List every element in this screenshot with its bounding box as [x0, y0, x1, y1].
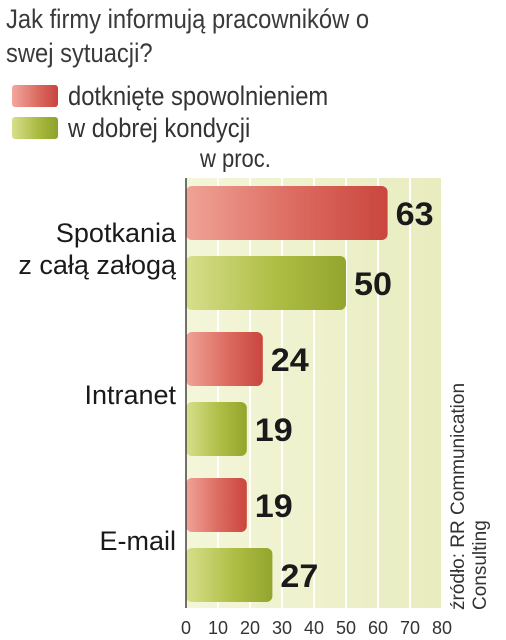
bar-value-label: 19: [255, 412, 293, 448]
bars: [186, 186, 388, 602]
legend-item-good-condition: w dobrej kondycji: [12, 112, 275, 143]
legend-label-good-condition: w dobrej kondycji: [68, 112, 251, 143]
bar-good-condition: [186, 548, 273, 602]
bar-good-condition: [186, 402, 247, 456]
bar-slowdown: [186, 478, 247, 532]
legend-swatch-slowdown: [12, 85, 58, 107]
x-tick-label: 30: [272, 618, 292, 638]
x-tick-label: 60: [368, 618, 388, 638]
x-tick-label: 0: [181, 618, 191, 638]
category-label: E-mail: [99, 526, 176, 556]
bar-value-label: 50: [354, 266, 392, 302]
unit-label: w proc.: [200, 145, 271, 173]
category-label: z całą załogą: [18, 250, 177, 280]
x-tick-label: 40: [304, 618, 324, 638]
bar-slowdown: [186, 186, 388, 240]
category-label: Spotkania: [56, 218, 177, 248]
bar-value-label: 24: [271, 342, 309, 378]
bar-value-label: 27: [280, 558, 318, 594]
x-tick-label: 20: [240, 618, 260, 638]
category-label: Intranet: [84, 380, 176, 410]
x-tick-label: 80: [432, 618, 452, 638]
bar-good-condition: [186, 256, 346, 310]
bar-value-label: 19: [255, 488, 293, 524]
source-note: źródło: RR Communication Consulting: [448, 382, 491, 610]
legend-swatch-good-condition: [12, 117, 58, 139]
x-tick-label: 70: [400, 618, 420, 638]
bar-value-label: 63: [396, 196, 434, 232]
legend-label-slowdown: dotknięte spowolnieniem: [68, 80, 329, 111]
chart-title: Jak firmy informują pracowników o swej s…: [6, 4, 370, 68]
x-tick-label: 50: [336, 618, 356, 638]
bar-slowdown: [186, 332, 263, 386]
grid-lines: [217, 178, 443, 608]
x-tick-label: 10: [208, 618, 228, 638]
x-axis-ticks: 0 10 20 30 40 50 60 70 80: [181, 618, 452, 638]
legend-item-slowdown: dotknięte spowolnieniem: [12, 80, 364, 111]
